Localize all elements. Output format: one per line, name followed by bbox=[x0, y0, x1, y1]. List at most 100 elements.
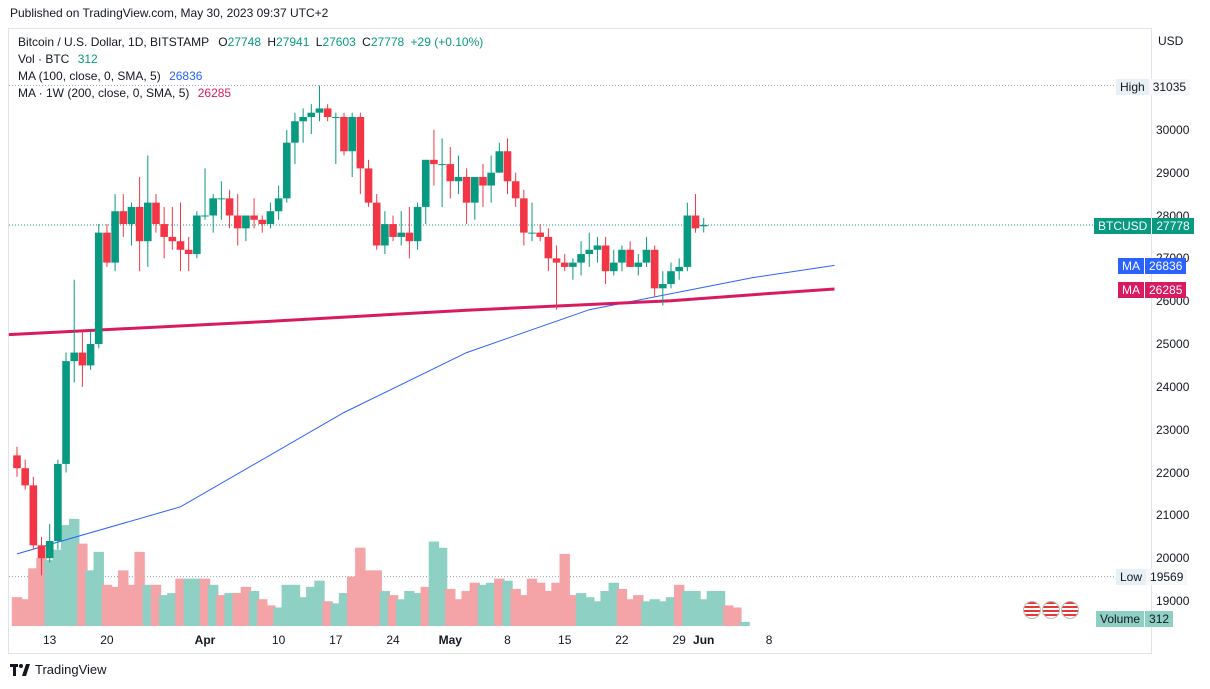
last-price-tag: BTCUSD 27778 bbox=[1094, 218, 1194, 234]
candle-body bbox=[209, 198, 217, 216]
candle-body bbox=[242, 215, 250, 229]
candle-body bbox=[544, 236, 553, 259]
volume-bar bbox=[158, 595, 170, 626]
date-tick: 20 bbox=[100, 633, 114, 647]
ma200w-line bbox=[8, 287, 835, 337]
volume-bar bbox=[183, 578, 194, 626]
volume-bar bbox=[551, 582, 562, 626]
candle-body bbox=[168, 236, 177, 242]
legend-close: 27778 bbox=[370, 35, 405, 49]
legend-ma100-row: MA (100, close, 0, SMA, 5) 26836 bbox=[18, 68, 202, 84]
volume-bar bbox=[714, 590, 726, 626]
candle-body bbox=[37, 545, 46, 559]
date-tick: 8 bbox=[765, 633, 773, 647]
legend-volume-row: Vol · BTC 312 bbox=[18, 51, 98, 67]
candle-body bbox=[332, 116, 340, 118]
volume-bar bbox=[28, 568, 39, 626]
candle-body bbox=[503, 151, 512, 182]
candle-body bbox=[471, 176, 479, 203]
volume-bar bbox=[36, 558, 47, 626]
volume-bar bbox=[232, 593, 243, 626]
ma200w-tag-label: MA bbox=[1118, 282, 1144, 298]
chart-frame[interactable] bbox=[8, 28, 1152, 654]
date-tick: 17 bbox=[329, 633, 343, 647]
candle-body bbox=[266, 211, 275, 225]
candle-body bbox=[552, 258, 561, 263]
volume-bar bbox=[109, 586, 121, 626]
ma200w-tag-value: 26285 bbox=[1144, 282, 1187, 298]
tradingview-logo[interactable]: TradingView bbox=[10, 662, 107, 677]
candle-body bbox=[291, 121, 299, 143]
volume-bar bbox=[477, 584, 489, 626]
event-flags[interactable] bbox=[1023, 601, 1079, 619]
volume-bar bbox=[494, 578, 505, 626]
candle-body bbox=[536, 232, 544, 237]
candle-body bbox=[86, 344, 95, 366]
price-tick: 29000 bbox=[1156, 165, 1190, 180]
ma100-tag: MA 26836 bbox=[1118, 258, 1187, 274]
volume-bar bbox=[126, 584, 137, 626]
legend-ma200w-label: MA · 1W (200, close, 0, SMA, 5) bbox=[18, 86, 190, 100]
candle-body bbox=[152, 202, 160, 225]
volume-bar bbox=[142, 584, 153, 626]
candle-body bbox=[119, 211, 128, 225]
price-tick: 22000 bbox=[1156, 465, 1190, 480]
volume-bar bbox=[60, 525, 72, 626]
ma100-tag-value: 26836 bbox=[1144, 258, 1187, 274]
candle-body bbox=[111, 211, 119, 263]
candle-body bbox=[127, 206, 136, 225]
volume-tag: Volume 312 bbox=[1096, 611, 1174, 627]
candle-body bbox=[70, 352, 79, 362]
volume-bar bbox=[723, 605, 734, 626]
candle-body bbox=[372, 202, 381, 246]
volume-bar bbox=[690, 590, 701, 626]
price-tick: 21000 bbox=[1156, 508, 1190, 523]
candle-body bbox=[217, 198, 226, 200]
legend-ma200w-value: 26285 bbox=[197, 86, 232, 100]
volume-bar bbox=[167, 593, 178, 626]
volume-bar bbox=[44, 560, 55, 626]
candle-body bbox=[659, 284, 667, 289]
candle-body bbox=[511, 181, 520, 199]
volume-bar bbox=[330, 603, 342, 626]
volume-bar bbox=[600, 590, 611, 626]
tradingview-brand: TradingView bbox=[35, 662, 107, 677]
volume-bar bbox=[240, 586, 252, 626]
volume-bar bbox=[649, 599, 660, 626]
volume-bar bbox=[93, 551, 104, 626]
tradingview-logo-icon bbox=[10, 663, 30, 676]
legend-change: +29 (+0.10%) bbox=[410, 35, 484, 49]
candle-body bbox=[103, 232, 111, 263]
candle-body bbox=[144, 202, 152, 242]
volume-bar bbox=[281, 584, 292, 626]
candle-body bbox=[307, 112, 316, 117]
volume-bar bbox=[575, 593, 587, 626]
high-tag-label: High bbox=[1116, 79, 1149, 95]
candle-body bbox=[650, 249, 659, 289]
volume-bar bbox=[657, 601, 669, 626]
price-tick: 20000 bbox=[1156, 551, 1190, 566]
candle-body bbox=[438, 164, 446, 166]
us-flag-icon[interactable] bbox=[1061, 601, 1079, 619]
legend-high: 27941 bbox=[276, 35, 310, 49]
candle-body bbox=[430, 159, 438, 165]
volume-bar bbox=[248, 590, 260, 626]
volume-bar bbox=[265, 605, 276, 626]
us-flag-icon[interactable] bbox=[1042, 601, 1060, 619]
candle-body bbox=[487, 172, 495, 186]
candle-body bbox=[54, 463, 62, 542]
candle-body bbox=[675, 266, 683, 272]
candle-body bbox=[626, 249, 634, 267]
published-note: Published on TradingView.com, May 30, 20… bbox=[10, 6, 329, 20]
volume-bar bbox=[257, 599, 268, 626]
volume-bar bbox=[624, 599, 636, 626]
candle-body bbox=[62, 361, 70, 464]
us-flag-icon[interactable] bbox=[1023, 601, 1041, 619]
legend-symbol-row: Bitcoin / U.S. Dollar, 1D, BITSTAMP O277… bbox=[18, 34, 483, 50]
date-tick: 10 bbox=[271, 633, 286, 647]
candle-body bbox=[667, 271, 675, 285]
candle-body bbox=[94, 232, 103, 344]
volume-bar bbox=[289, 584, 301, 626]
candle-body bbox=[258, 219, 267, 225]
